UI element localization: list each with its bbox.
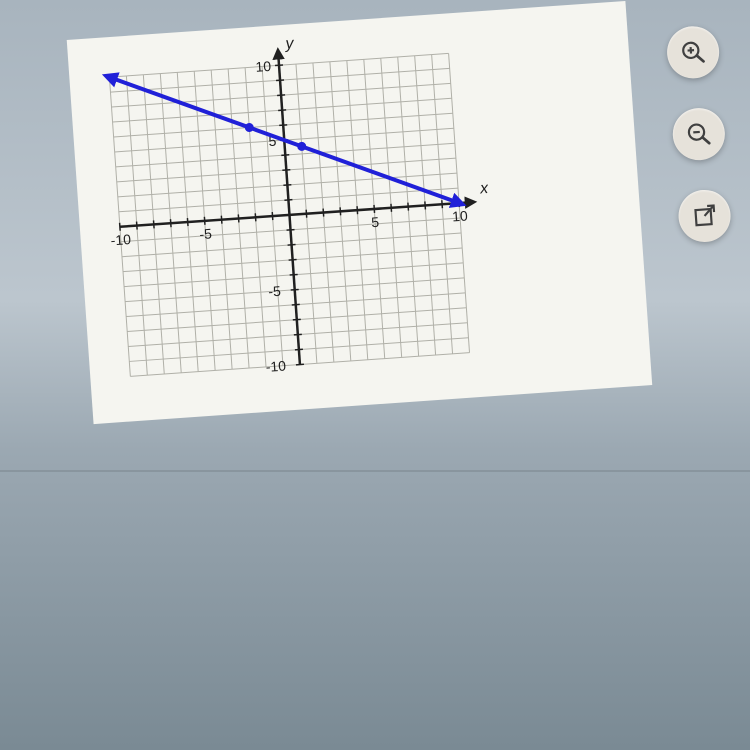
svg-text:-5: -5 (268, 283, 282, 300)
zoom-out-icon (685, 120, 713, 148)
svg-text:-10: -10 (110, 231, 132, 248)
divider (0, 470, 750, 472)
svg-text:-5: -5 (199, 225, 213, 242)
popout-icon (691, 202, 719, 230)
chart-controls (665, 25, 732, 244)
svg-text:5: 5 (371, 214, 380, 231)
coordinate-chart: 510-10-5510-10-5xy (67, 1, 652, 424)
chart-svg: 510-10-5510-10-5xy (77, 21, 501, 408)
zoom-in-icon (679, 38, 707, 66)
svg-text:x: x (479, 180, 490, 198)
zoom-out-button[interactable] (671, 106, 727, 162)
zoom-in-button[interactable] (665, 25, 721, 81)
popout-button[interactable] (677, 188, 733, 244)
svg-text:y: y (284, 35, 295, 53)
svg-text:10: 10 (255, 58, 272, 75)
svg-text:10: 10 (452, 207, 469, 224)
svg-text:-10: -10 (265, 358, 287, 375)
